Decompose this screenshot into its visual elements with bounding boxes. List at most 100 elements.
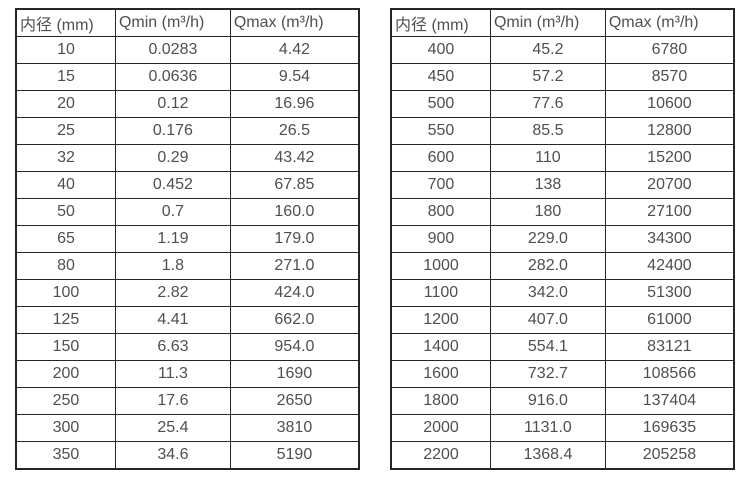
table-cell: 85.5 (489, 117, 606, 145)
table-cell: 50 (15, 198, 116, 226)
table-cell: 125 (15, 306, 116, 334)
table-cell: 32 (15, 144, 116, 172)
table-cell: 3810 (229, 414, 360, 442)
table-row: 1600 732.7 108566 (390, 360, 735, 388)
table-cell: 0.29 (114, 144, 231, 172)
column-header-qmax: Qmax (m³/h) (229, 8, 360, 37)
table-cell: 205258 (604, 441, 735, 470)
table-row: 1800 916.0 137404 (390, 387, 735, 415)
table-cell: 8570 (604, 63, 735, 91)
table-row: 1400 554.1 83121 (390, 333, 735, 361)
table-row: 1200 407.0 61000 (390, 306, 735, 334)
table-cell: 11.3 (114, 360, 231, 388)
table-row: 1000 282.0 42400 (390, 252, 735, 280)
table-cell: 15200 (604, 144, 735, 172)
table-row: 150 6.63 954.0 (15, 333, 360, 361)
table-cell: 65 (15, 225, 116, 253)
table-cell: 67.85 (229, 171, 360, 199)
table-cell: 271.0 (229, 252, 360, 280)
table-row: 32 0.29 43.42 (15, 144, 360, 172)
table-cell: 0.176 (114, 117, 231, 145)
table-cell: 554.1 (489, 333, 606, 361)
table-cell: 20700 (604, 171, 735, 199)
table-cell: 1.19 (114, 225, 231, 253)
table-cell: 1000 (390, 252, 491, 280)
table-cell: 550 (390, 117, 491, 145)
table-row: 800 180 27100 (390, 198, 735, 226)
table-body: 10 0.0283 4.42 15 0.0636 9.54 20 0.12 16.96 25 0.1… (15, 36, 360, 470)
table-cell: 424.0 (229, 279, 360, 307)
table-cell: 179.0 (229, 225, 360, 253)
table-cell: 450 (390, 63, 491, 91)
flow-table-small-diameters: 内径 (mm) Qmin (m³/h) Qmax (m³/h) 10 0.0283… (15, 8, 360, 470)
table-cell: 100 (15, 279, 116, 307)
column-header-inner-diameter: 内径 (mm) (15, 8, 116, 37)
table-cell: 1200 (390, 306, 491, 334)
table-cell: 45.2 (489, 36, 606, 64)
table-cell: 25 (15, 117, 116, 145)
table-body: 400 45.2 6780 450 57.2 8570 500 77.6 10600 550 85.… (390, 36, 735, 470)
table-row: 250 17.6 2650 (15, 387, 360, 415)
table-cell: 2.82 (114, 279, 231, 307)
table-row: 80 1.8 271.0 (15, 252, 360, 280)
header-row: 内径 (mm) Qmin (m³/h) Qmax (m³/h) (15, 8, 360, 37)
table-cell: 61000 (604, 306, 735, 334)
table-cell: 10600 (604, 90, 735, 118)
table-cell: 6.63 (114, 333, 231, 361)
table-cell: 1.8 (114, 252, 231, 280)
table-cell: 138 (489, 171, 606, 199)
table-cell: 200 (15, 360, 116, 388)
table-cell: 954.0 (229, 333, 360, 361)
table-row: 125 4.41 662.0 (15, 306, 360, 334)
table-cell: 342.0 (489, 279, 606, 307)
table-row: 200 11.3 1690 (15, 360, 360, 388)
table-row: 500 77.6 10600 (390, 90, 735, 118)
table-cell: 83121 (604, 333, 735, 361)
table-row: 2200 1368.4 205258 (390, 441, 735, 470)
table-cell: 1131.0 (489, 414, 606, 442)
table-cell: 1600 (390, 360, 491, 388)
table-cell: 10 (15, 36, 116, 64)
table-cell: 15 (15, 63, 116, 91)
table-cell: 4.41 (114, 306, 231, 334)
table-cell: 407.0 (489, 306, 606, 334)
table-cell: 34300 (604, 225, 735, 253)
table-cell: 27100 (604, 198, 735, 226)
table-row: 25 0.176 26.5 (15, 117, 360, 145)
table-cell: 916.0 (489, 387, 606, 415)
table-cell: 25.4 (114, 414, 231, 442)
table-cell: 6780 (604, 36, 735, 64)
table-cell: 42400 (604, 252, 735, 280)
table-cell: 4.42 (229, 36, 360, 64)
table-cell: 137404 (604, 387, 735, 415)
table-cell: 12800 (604, 117, 735, 145)
table-cell: 20 (15, 90, 116, 118)
table-cell: 2650 (229, 387, 360, 415)
table-cell: 34.6 (114, 441, 231, 470)
table-row: 20 0.12 16.96 (15, 90, 360, 118)
table-cell: 282.0 (489, 252, 606, 280)
column-header-inner-diameter: 内径 (mm) (390, 8, 491, 37)
column-header-qmin: Qmin (m³/h) (114, 8, 231, 37)
table-cell: 1100 (390, 279, 491, 307)
table-cell: 9.54 (229, 63, 360, 91)
table-cell: 0.0283 (114, 36, 231, 64)
table-row: 400 45.2 6780 (390, 36, 735, 64)
table-cell: 43.42 (229, 144, 360, 172)
flow-table-large-diameters: 内径 (mm) Qmin (m³/h) Qmax (m³/h) 400 45.2 6… (390, 8, 735, 470)
table-row: 40 0.452 67.85 (15, 171, 360, 199)
table-row: 50 0.7 160.0 (15, 198, 360, 226)
table-row: 900 229.0 34300 (390, 225, 735, 253)
table-cell: 2200 (390, 441, 491, 470)
table-row: 450 57.2 8570 (390, 63, 735, 91)
table-cell: 0.7 (114, 198, 231, 226)
table-cell: 732.7 (489, 360, 606, 388)
table-row: 1100 342.0 51300 (390, 279, 735, 307)
table-cell: 800 (390, 198, 491, 226)
table-cell: 700 (390, 171, 491, 199)
table-cell: 662.0 (229, 306, 360, 334)
table-cell: 26.5 (229, 117, 360, 145)
table-cell: 108566 (604, 360, 735, 388)
table-cell: 1690 (229, 360, 360, 388)
table-row: 10 0.0283 4.42 (15, 36, 360, 64)
